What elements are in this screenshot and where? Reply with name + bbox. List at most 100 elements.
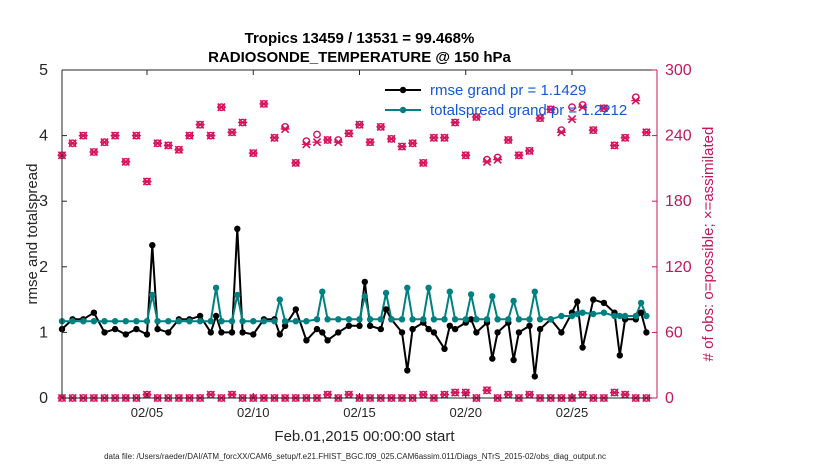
rmse-point	[398, 329, 406, 336]
spread-point	[239, 318, 246, 325]
y-tick-label-right: 120	[665, 259, 692, 276]
spread-point	[366, 316, 374, 323]
rmse-point	[515, 329, 523, 336]
rmse-point	[345, 322, 353, 329]
spread-point	[260, 318, 268, 325]
spread-point	[404, 284, 411, 291]
obs-assimilated-point	[248, 148, 258, 158]
obs-assimilated-point	[641, 128, 651, 137]
chart-title-line1: Tropics 13459 / 13531 = 99.468%	[245, 30, 475, 47]
y-tick-label-left: 2	[39, 259, 48, 276]
obs-assimilated-zero-point	[206, 390, 216, 399]
spread-point	[568, 312, 576, 320]
obs-assimilated-point	[567, 115, 577, 124]
obs-assimilated-point	[631, 96, 641, 105]
rmse-point	[425, 325, 432, 333]
axes-layer: 02/05 02/10 02/15 02/20 02/25 0 1 2 3 4 5 0 60 120 180…	[39, 62, 692, 420]
obs-assimilated-zero-point	[610, 388, 619, 397]
rmse-point	[536, 325, 544, 333]
rmse-point	[643, 329, 650, 336]
rmse-point	[404, 367, 411, 374]
obs-assimilated-point	[344, 129, 354, 138]
obs-assimilated-zero-point	[440, 390, 449, 399]
spread-point	[643, 312, 650, 320]
rmse-point	[133, 325, 140, 333]
rmse-point	[377, 325, 384, 333]
obs-assimilated-zero-point	[578, 390, 588, 399]
spread-point	[621, 312, 629, 320]
spread-point	[600, 309, 608, 316]
spread-point	[536, 316, 544, 323]
obs-assimilated-zero-point	[323, 390, 333, 399]
spread-point	[382, 289, 390, 297]
obs-assimilated-point	[174, 145, 184, 154]
obs-assimilated-point	[514, 151, 524, 160]
rmse-point	[319, 329, 326, 336]
spread-point	[547, 316, 554, 323]
rmse-point	[356, 322, 363, 329]
rmse-point	[579, 344, 586, 351]
spread-point	[345, 316, 353, 323]
obs-assimilated-point	[376, 122, 386, 132]
rmse-point	[335, 329, 342, 336]
spread-point	[611, 312, 618, 320]
rmse-point	[361, 278, 368, 286]
obs-assimilated-point	[195, 120, 205, 129]
obs-assimilated-point	[365, 137, 375, 147]
spread-point	[111, 318, 119, 325]
obs-assimilated-point	[78, 131, 88, 140]
x-tick-label: 02/10	[237, 405, 270, 420]
rmse-point	[382, 306, 390, 313]
rmse-point	[366, 322, 374, 329]
x-tick-label: 02/20	[449, 405, 482, 420]
rmse-point	[616, 352, 623, 359]
spread-point	[531, 288, 538, 295]
spread-point	[388, 316, 395, 323]
obs-assimilated-point	[227, 128, 237, 137]
spread-point	[505, 316, 512, 323]
spread-point	[207, 318, 214, 325]
spread-point	[165, 318, 172, 325]
rmse-point	[558, 329, 565, 336]
spread-point	[319, 288, 326, 295]
rmse-point	[212, 312, 220, 320]
y-tick-label-right: 180	[665, 193, 692, 210]
obs-assimilated-point	[418, 158, 428, 168]
obs-assimilated-point	[153, 139, 163, 148]
obs-assimilated-point	[461, 151, 471, 160]
spread-point	[276, 296, 283, 303]
obs-assimilated-point	[408, 139, 418, 148]
spread-point	[409, 316, 416, 323]
rmse-point	[303, 337, 310, 344]
spread-point	[228, 318, 236, 325]
obs-assimilated-point	[185, 131, 194, 140]
obs-assimilated-zero-point	[418, 390, 428, 399]
spread-point	[632, 312, 639, 320]
rmse-point	[234, 225, 241, 232]
legend-marker-rmse	[399, 86, 407, 94]
obs-assimilated-point	[68, 139, 78, 148]
obs-assimilated-point	[291, 158, 301, 168]
spread-point	[425, 284, 432, 291]
obs-assimilated-point	[131, 131, 141, 140]
x-tick-label: 02/25	[556, 405, 589, 420]
obs-assimilated-point	[121, 157, 131, 167]
obs-assimilated-point	[270, 133, 279, 142]
rmse-point	[143, 331, 151, 338]
y-tick-label-left: 5	[39, 62, 48, 79]
obs-assimilated-point	[471, 112, 481, 122]
obs-assimilated-point	[588, 125, 598, 135]
rmse-point	[324, 337, 331, 344]
data-layer	[57, 93, 651, 403]
rmse-point	[218, 329, 225, 336]
rmse-point	[637, 309, 645, 316]
obs-possible-point	[313, 130, 321, 139]
rmse-point	[441, 345, 448, 352]
rmse-point	[90, 309, 98, 316]
spread-point	[441, 316, 448, 323]
obs-assimilated-point	[323, 135, 333, 145]
rmse-point	[149, 242, 156, 249]
obs-assimilated-point	[89, 147, 99, 157]
obs-assimilated-point	[100, 137, 109, 147]
